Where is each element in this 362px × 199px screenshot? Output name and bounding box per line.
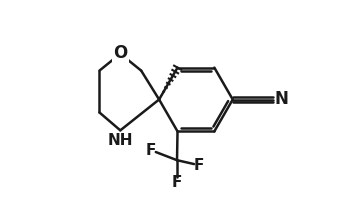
Text: F: F [146, 143, 156, 158]
Text: O: O [113, 44, 127, 62]
Text: N: N [274, 91, 288, 108]
Text: F: F [194, 158, 204, 173]
Text: F: F [172, 175, 182, 190]
Text: NH: NH [108, 133, 133, 148]
